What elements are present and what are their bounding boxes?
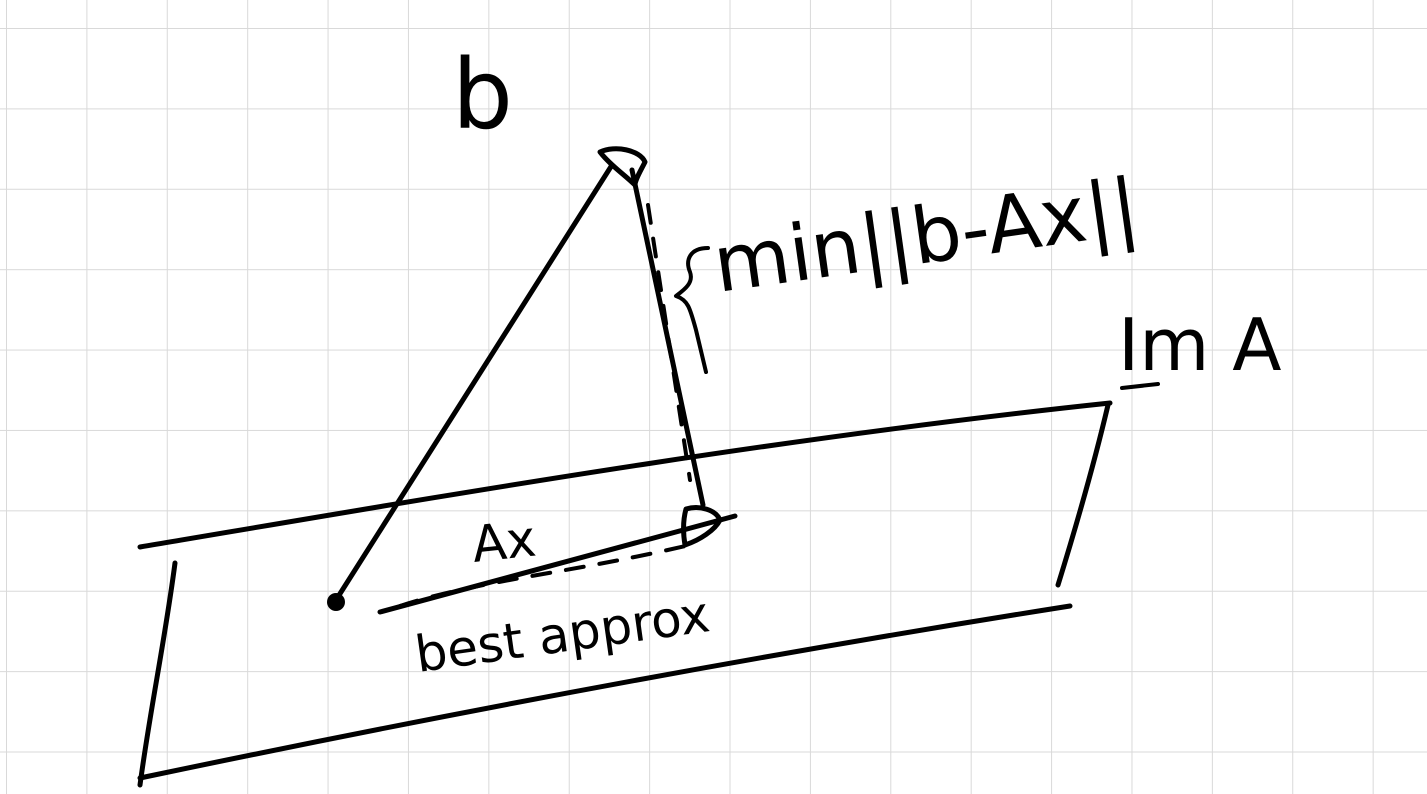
projection-dashed-line — [398, 543, 692, 608]
plane-left-edge — [137, 560, 178, 788]
label-best-approx: best approx — [412, 585, 713, 684]
im-a-tick — [1120, 382, 1160, 390]
label-ax: Ax — [469, 510, 539, 574]
label-im-a: Im A — [1118, 303, 1282, 387]
plane-right-edge — [1055, 402, 1111, 588]
residual-line — [629, 167, 706, 508]
plane-top-edge — [137, 400, 1113, 550]
vector-ax-arrowhead — [681, 505, 723, 548]
vector-b-line — [333, 162, 615, 603]
label-b: b — [452, 39, 513, 151]
plane-bottom-edge — [137, 603, 1073, 781]
label-min-norm: min||b-Ax|| — [708, 162, 1144, 311]
norm-brace — [674, 246, 710, 374]
residual-dashed-line — [646, 203, 692, 482]
vector-b-arrowhead — [597, 146, 648, 188]
